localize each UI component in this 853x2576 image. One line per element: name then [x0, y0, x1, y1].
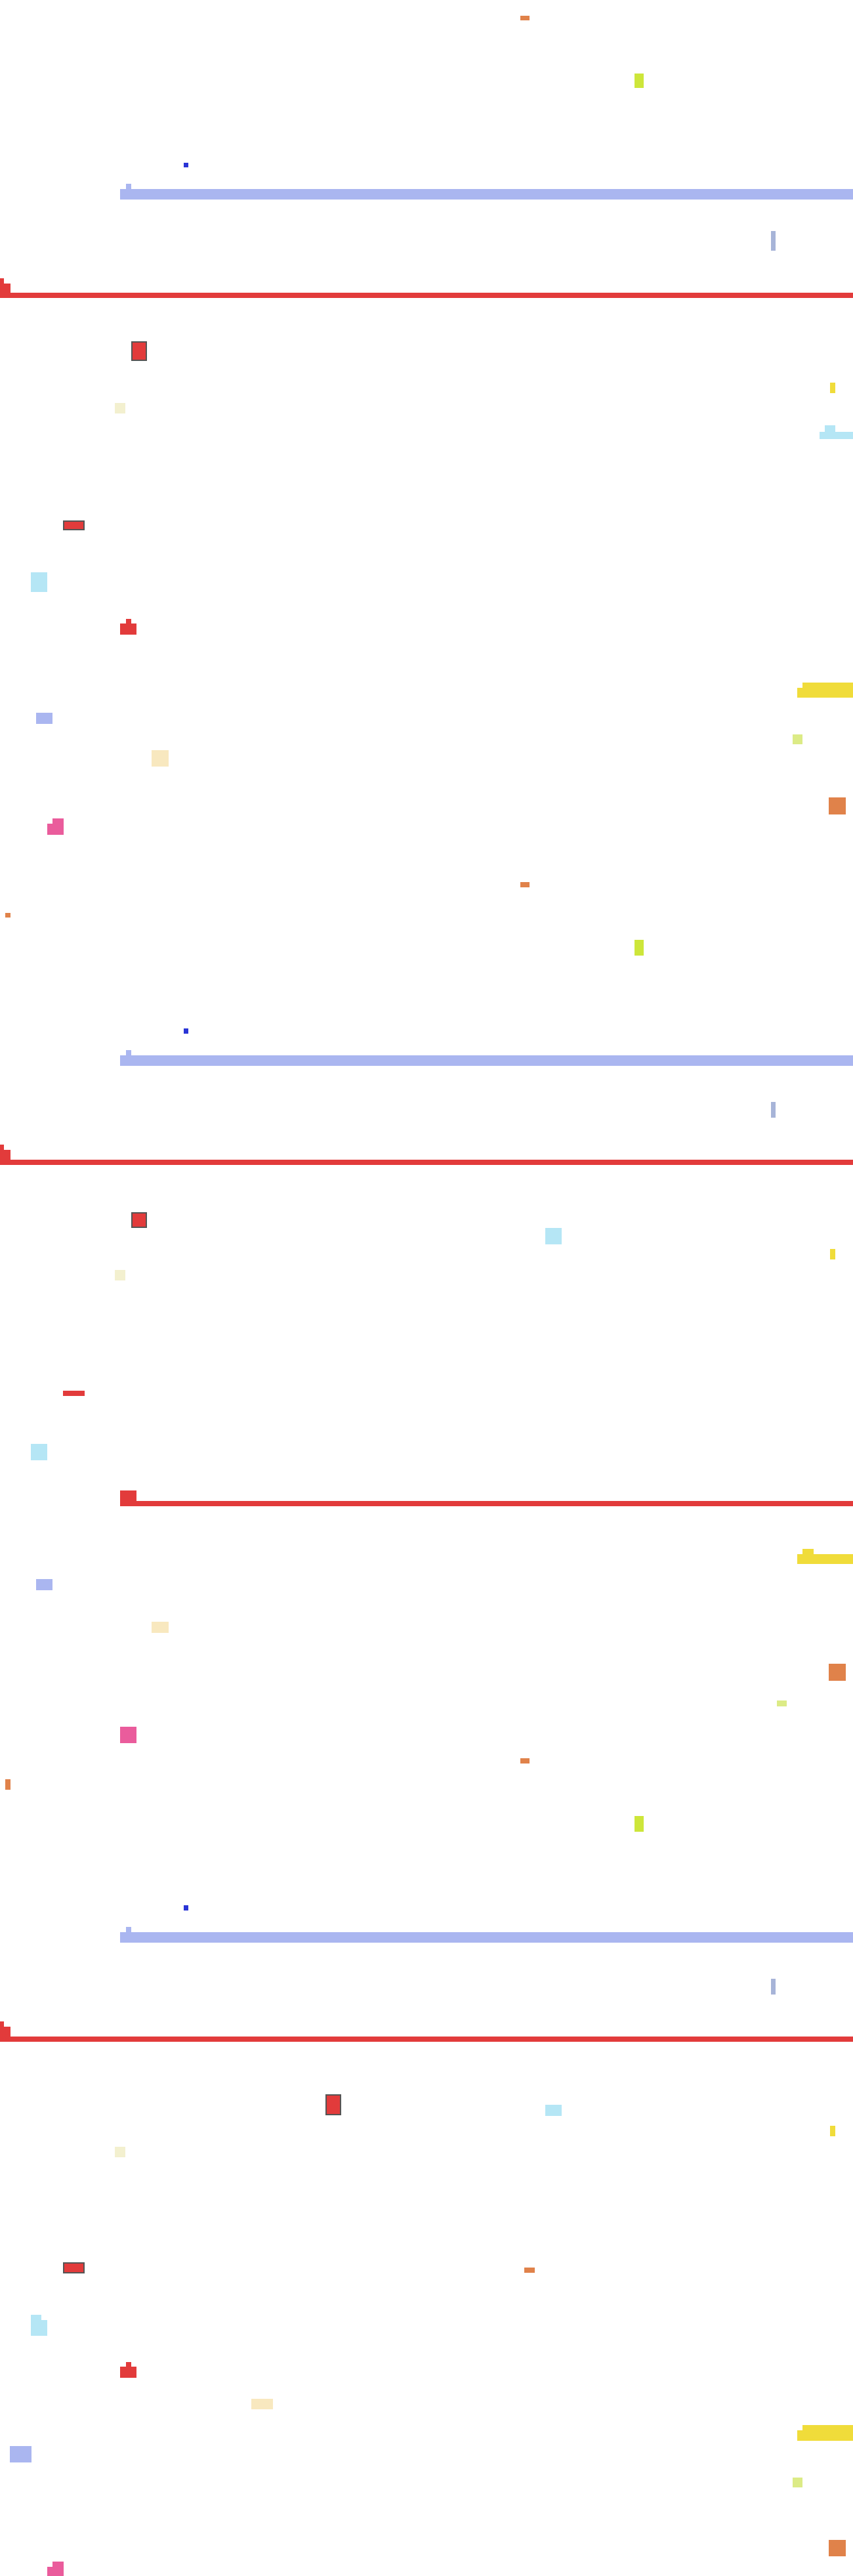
periwinkle-tick: [126, 184, 131, 190]
pink-square: [120, 1727, 136, 1743]
red-notch: [0, 278, 4, 284]
light-cyan-square: [545, 1228, 562, 1244]
slate-tick: [771, 231, 776, 251]
red-line: [0, 2037, 853, 2042]
red-notch: [126, 2362, 131, 2367]
yellow-notch: [802, 1549, 814, 1555]
light-cyan-square: [31, 2320, 47, 2336]
red-notch: [0, 2027, 10, 2038]
orange-dash: [520, 882, 530, 887]
cream-square: [152, 750, 169, 767]
red-dash: [63, 1391, 85, 1396]
red-notch: [126, 619, 131, 624]
periwinkle-tick: [126, 1927, 131, 1933]
orange-dash: [524, 2268, 535, 2273]
slate-tick: [771, 1979, 776, 1995]
red-line: [120, 1501, 853, 1506]
periwinkle-bar: [120, 189, 853, 200]
blue-dot: [184, 163, 188, 167]
blue-dot: [184, 1905, 188, 1911]
orange-dot: [5, 913, 10, 918]
lime-block: [635, 940, 644, 956]
pale-yellow-square: [115, 2147, 125, 2157]
periwinkle-bar: [120, 1055, 853, 1066]
lime-block: [635, 1816, 644, 1832]
light-lime-dash: [777, 1700, 787, 1706]
periwinkle-bar: [120, 1932, 853, 1943]
pink-square: [47, 2567, 64, 2576]
orange-dot: [5, 1779, 10, 1790]
red-notch: [0, 1150, 10, 1162]
cream-chip: [152, 1622, 169, 1633]
light-lime-chip: [793, 2478, 802, 2487]
light-cyan-square: [31, 1444, 47, 1460]
yellow-bar: [797, 2430, 853, 2441]
yellow-tick: [830, 383, 835, 393]
yellow-bar: [797, 1554, 853, 1564]
periwinkle-chip: [10, 2446, 31, 2462]
periwinkle-tick: [126, 1050, 131, 1057]
orange-square: [829, 2540, 846, 2556]
pale-yellow-square: [115, 1270, 125, 1280]
cream-chip: [251, 2399, 273, 2409]
pale-yellow-square: [115, 403, 125, 413]
orange-square: [829, 1664, 846, 1681]
lime-block: [635, 74, 644, 88]
red-dash: [63, 520, 85, 530]
red-line: [0, 293, 853, 298]
yellow-tick: [830, 2126, 835, 2136]
orange-dash: [520, 1758, 530, 1763]
periwinkle-chip: [36, 713, 52, 724]
red-box: [325, 2094, 341, 2115]
light-cyan-chip: [820, 432, 853, 439]
red-dash: [63, 2262, 85, 2273]
red-box: [131, 1212, 147, 1228]
lime-chip: [793, 734, 802, 744]
red-box: [131, 341, 147, 361]
periwinkle-chip: [36, 1579, 52, 1590]
yellow-bar: [797, 688, 853, 698]
orange-square: [829, 797, 846, 814]
slate-tick: [771, 1102, 776, 1118]
yellow-tick: [830, 1249, 835, 1259]
red-chip: [120, 623, 136, 635]
light-cyan-square: [31, 572, 47, 592]
blue-dot: [184, 1028, 188, 1034]
yellow-notch: [802, 2425, 853, 2432]
red-line: [0, 1160, 853, 1165]
red-notch: [0, 2021, 4, 2027]
light-cyan-square: [31, 2315, 41, 2321]
light-cyan-chip: [545, 2105, 562, 2116]
red-notch: [0, 284, 10, 295]
red-chip: [120, 2367, 136, 2378]
red-notch: [0, 1145, 4, 1151]
orange-dash: [520, 16, 530, 20]
pink-square: [47, 824, 64, 835]
